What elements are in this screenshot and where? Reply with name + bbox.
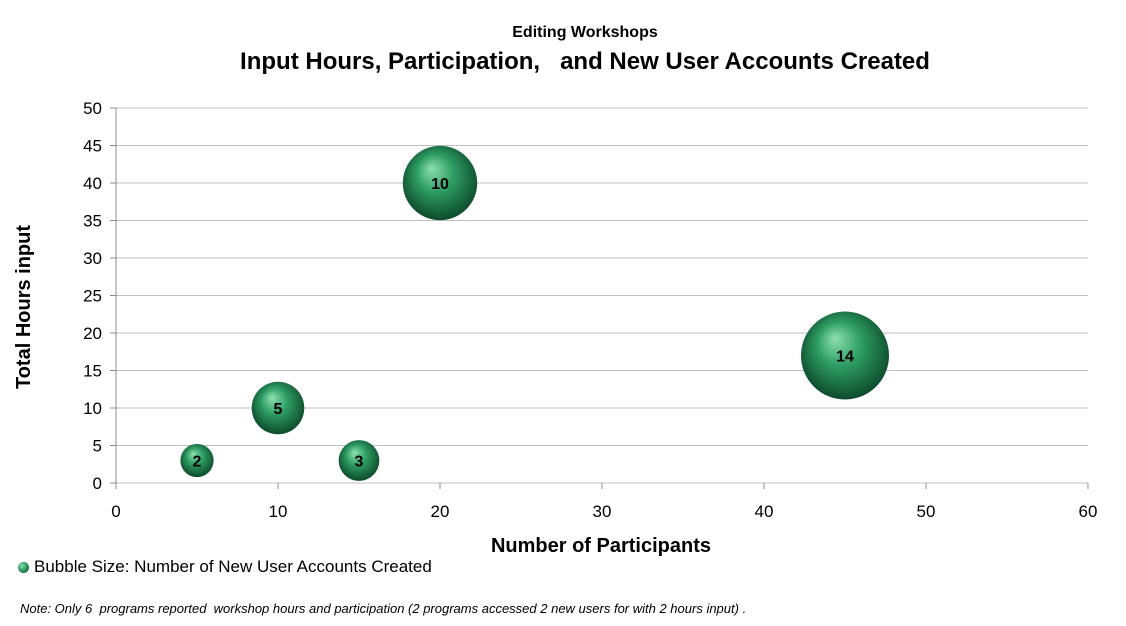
bubble-3 bbox=[338, 440, 380, 481]
bubble-5 bbox=[801, 311, 889, 400]
bubble-label-2: 5 bbox=[274, 401, 283, 418]
x-tick-label-0: 0 bbox=[111, 502, 120, 521]
chart-title: Input Hours, Participation, and New User… bbox=[240, 48, 930, 75]
y-tick-label-30: 30 bbox=[83, 249, 102, 268]
y-tick-label-45: 45 bbox=[83, 137, 102, 156]
bubble-4 bbox=[402, 145, 478, 221]
y-tick-label-15: 15 bbox=[83, 362, 102, 381]
y-tick-label-50: 50 bbox=[83, 99, 102, 118]
bubble-label-3: 3 bbox=[355, 454, 364, 471]
y-tick-label-35: 35 bbox=[83, 212, 102, 231]
x-tick-label-60: 60 bbox=[1079, 502, 1098, 521]
y-tick-label-25: 25 bbox=[83, 287, 102, 306]
y-axis-label: Total Hours input bbox=[13, 225, 35, 389]
y-tick-label-0: 0 bbox=[93, 474, 102, 493]
bubbles: 2 5 3 10 14 bbox=[180, 145, 889, 481]
y-tick-label-5: 5 bbox=[93, 437, 102, 456]
legend-bubble-icon bbox=[18, 561, 29, 573]
x-tick-label-40: 40 bbox=[755, 502, 774, 521]
y-tick-label-20: 20 bbox=[83, 324, 102, 343]
x-tick-label-10: 10 bbox=[269, 502, 288, 521]
bubble-1 bbox=[180, 443, 214, 478]
legend: Bubble Size: Number of New User Accounts… bbox=[18, 557, 432, 577]
x-tick-label-20: 20 bbox=[431, 502, 450, 521]
bubble-label-1: 2 bbox=[193, 454, 202, 471]
chart-subtitle: Editing Workshops bbox=[512, 24, 658, 41]
bubble-2 bbox=[251, 381, 305, 435]
footnote: Note: Only 6 programs reported workshop … bbox=[20, 601, 747, 616]
legend-label: Bubble Size: Number of New User Accounts… bbox=[34, 557, 432, 576]
y-tick-label-10: 10 bbox=[83, 399, 102, 418]
x-tick-label-30: 30 bbox=[593, 502, 612, 521]
bubble-label-5: 14 bbox=[836, 349, 854, 366]
x-axis-label: Number of Participants bbox=[491, 535, 711, 557]
bubble-label-4: 10 bbox=[431, 176, 449, 193]
y-tick-label-40: 40 bbox=[83, 174, 102, 193]
x-tick-label-50: 50 bbox=[917, 502, 936, 521]
